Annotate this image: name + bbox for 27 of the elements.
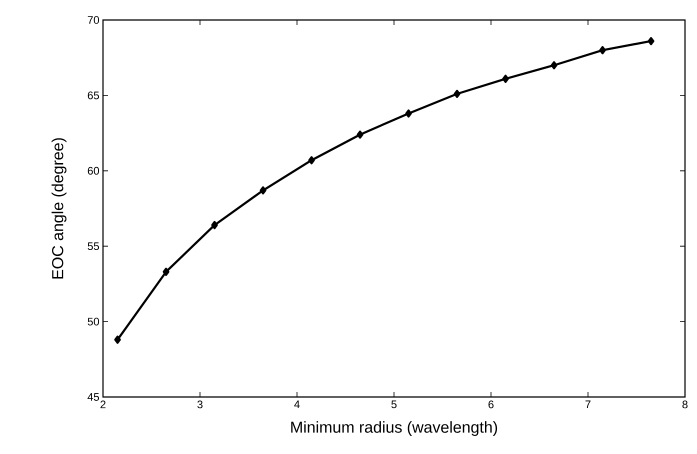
point (260, 186, 266, 194)
y-tick-label: 70 (88, 16, 100, 24)
y-tick-label: 45 (88, 393, 100, 401)
y-tick-label: 60 (88, 166, 100, 175)
x-axis-title: Minimum radius (wavelength) (291, 421, 498, 436)
point (454, 90, 460, 98)
y-tick-label: 55 (88, 242, 100, 250)
point (356, 130, 364, 139)
point (648, 37, 654, 46)
point (114, 336, 121, 344)
point (162, 268, 170, 276)
x-tick-label: 8 (682, 400, 688, 408)
y-axis-title: EOC angle (degree) (52, 138, 66, 279)
x-tick-label: 2 (100, 400, 106, 408)
point (211, 220, 218, 230)
x-tick-label: 7 (586, 400, 591, 408)
point (405, 109, 412, 118)
x-tick-label: 4 (294, 400, 300, 408)
point (502, 74, 509, 83)
x-tick-label: 5 (391, 400, 397, 408)
point (308, 156, 315, 164)
x-tick-label: 6 (488, 400, 494, 408)
y-tick-label: 65 (88, 92, 100, 100)
y-tick-label: 50 (88, 318, 100, 326)
point (550, 61, 558, 70)
x-tick-label: 3 (197, 400, 203, 408)
point (599, 46, 606, 54)
